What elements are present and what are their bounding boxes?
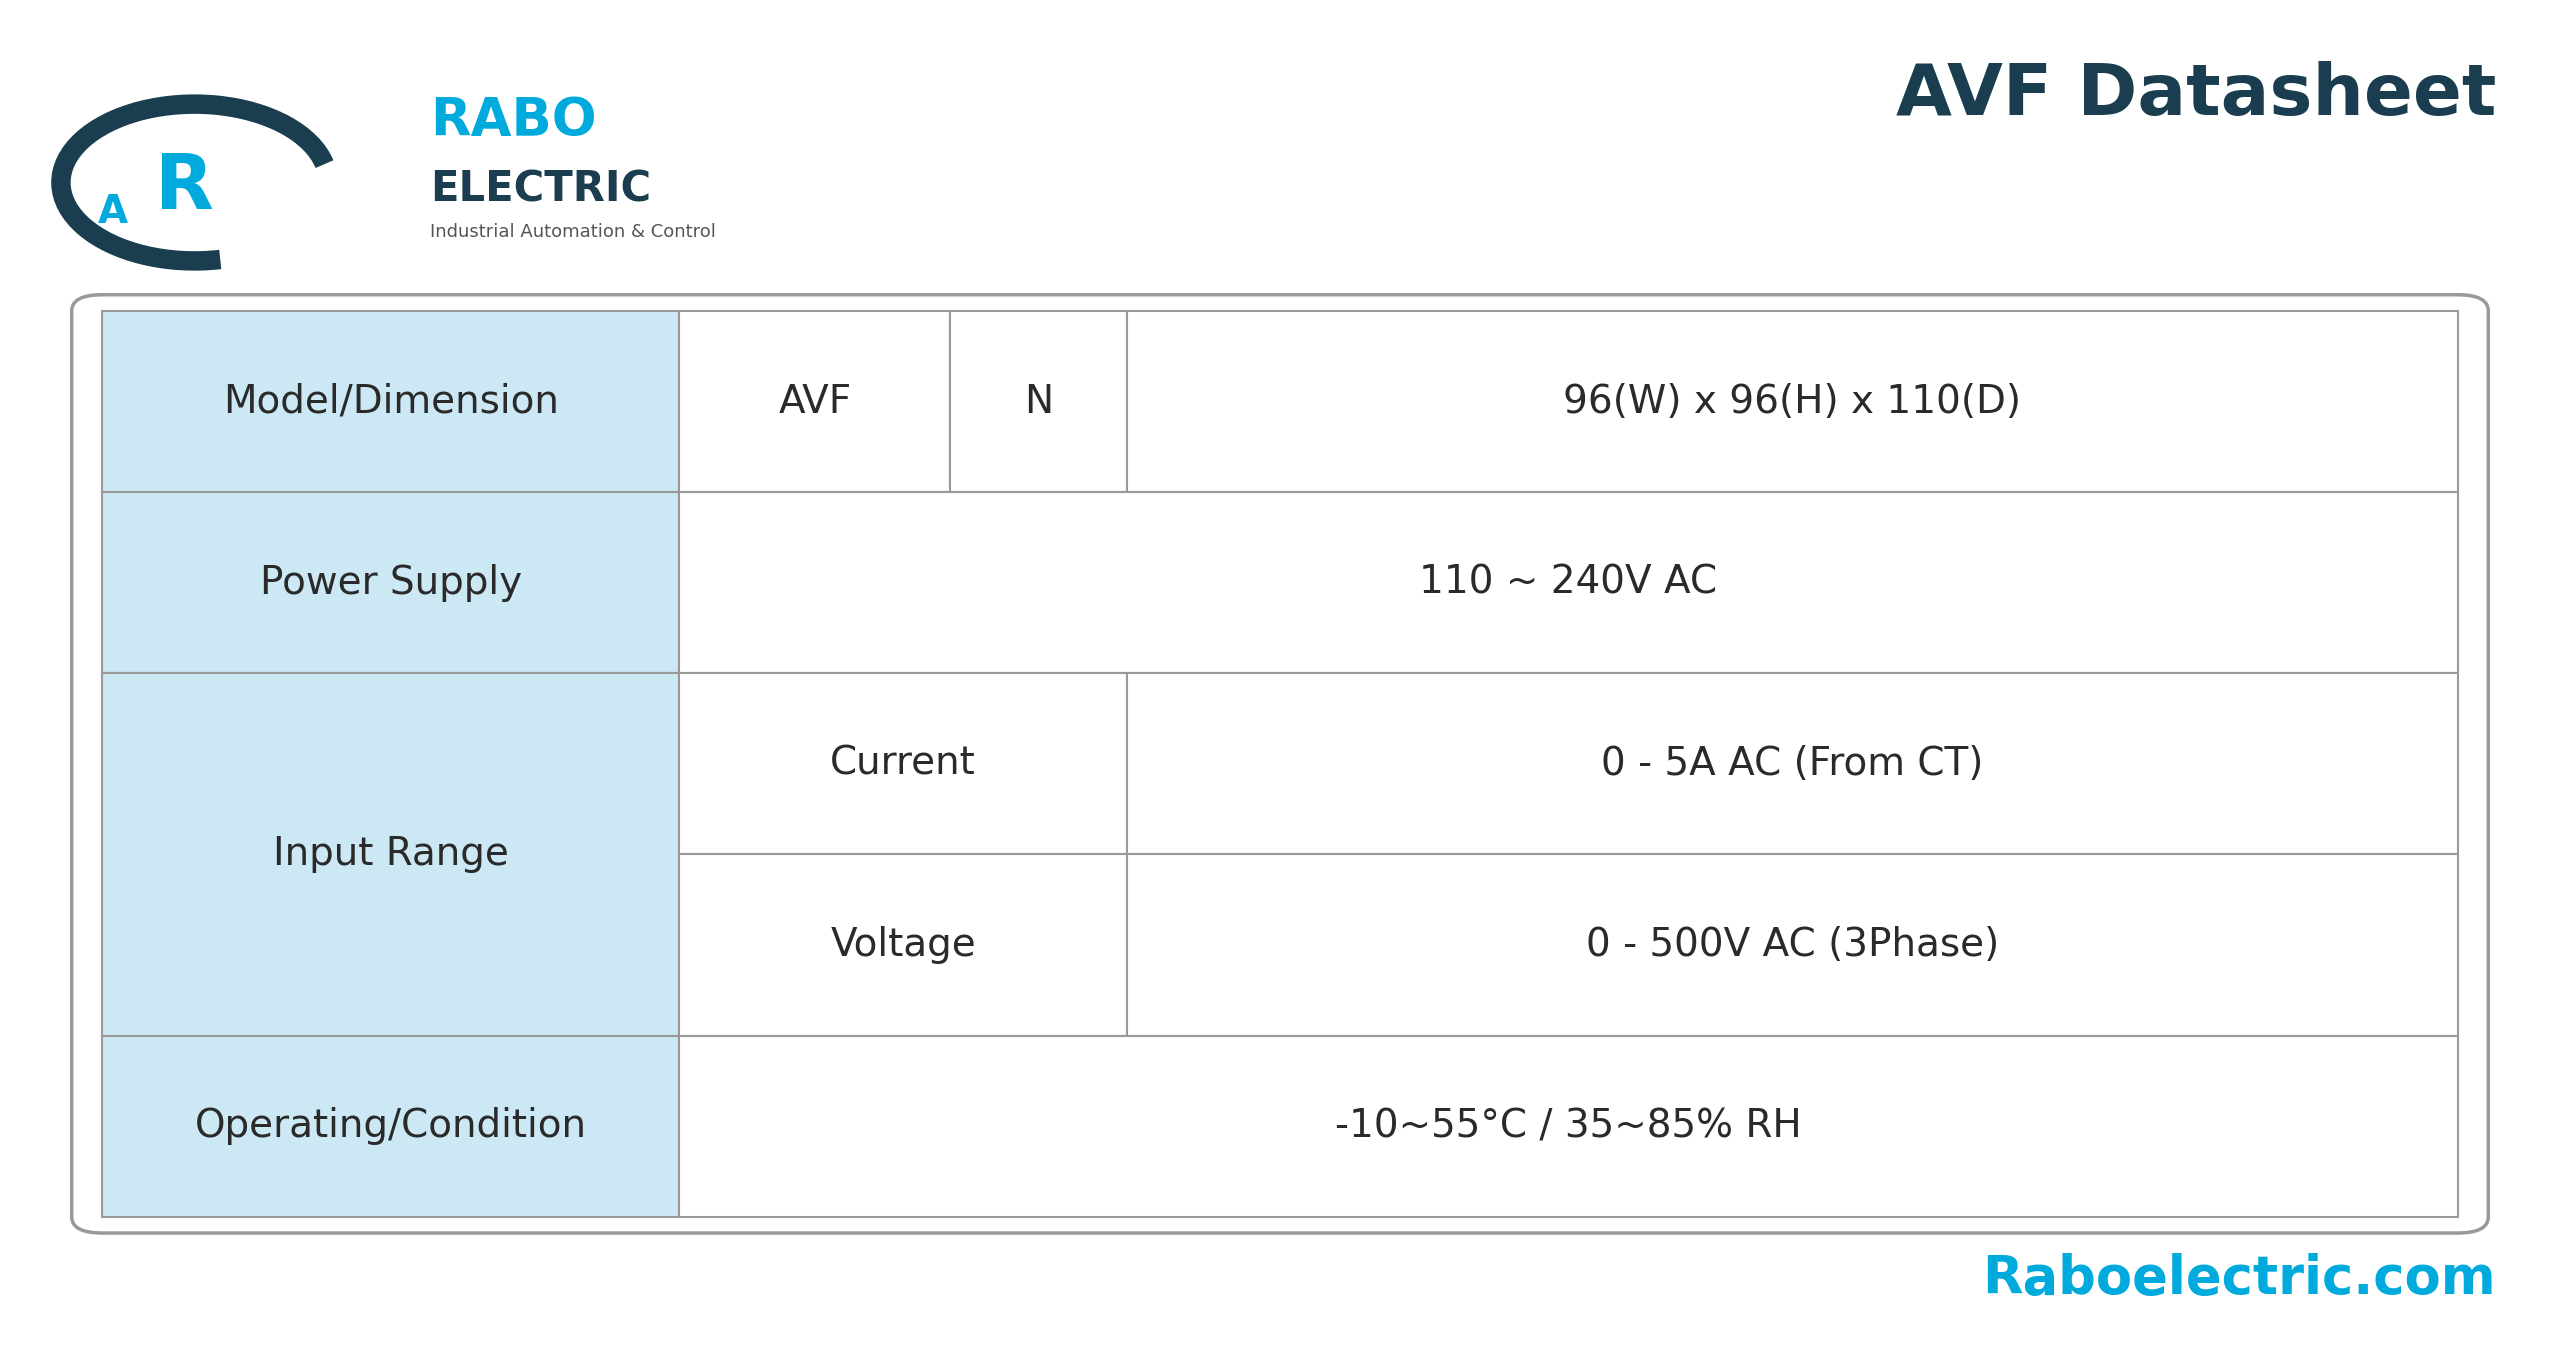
FancyBboxPatch shape [72, 295, 2488, 1233]
Text: ELECTRIC: ELECTRIC [430, 169, 650, 211]
FancyBboxPatch shape [1126, 311, 2458, 492]
FancyBboxPatch shape [102, 1036, 678, 1217]
Text: 0 - 5A AC (From CT): 0 - 5A AC (From CT) [1600, 745, 1984, 783]
Text: N: N [1024, 383, 1052, 420]
Text: 0 - 500V AC (3Phase): 0 - 500V AC (3Phase) [1585, 926, 1999, 964]
FancyBboxPatch shape [950, 311, 1126, 492]
Text: 96(W) x 96(H) x 110(D): 96(W) x 96(H) x 110(D) [1564, 383, 2022, 420]
Text: 110 ~ 240V AC: 110 ~ 240V AC [1418, 564, 1718, 602]
Text: -10~55°C / 35~85% RH: -10~55°C / 35~85% RH [1336, 1107, 1802, 1145]
FancyBboxPatch shape [678, 1036, 2458, 1217]
FancyBboxPatch shape [102, 311, 678, 492]
Text: Operating/Condition: Operating/Condition [195, 1107, 586, 1145]
Text: A: A [97, 193, 128, 231]
Text: R: R [156, 151, 212, 224]
FancyBboxPatch shape [102, 673, 678, 1036]
FancyBboxPatch shape [1126, 854, 2458, 1036]
Text: Voltage: Voltage [829, 926, 975, 964]
Text: Model/Dimension: Model/Dimension [223, 383, 558, 420]
FancyBboxPatch shape [678, 311, 950, 492]
FancyBboxPatch shape [678, 673, 1126, 854]
Text: AVF Datasheet: AVF Datasheet [1894, 61, 2496, 130]
Text: Power Supply: Power Supply [261, 564, 522, 602]
Text: RABO: RABO [430, 95, 596, 146]
FancyBboxPatch shape [1126, 673, 2458, 854]
FancyBboxPatch shape [678, 492, 2458, 673]
Text: AVF: AVF [778, 383, 852, 420]
FancyBboxPatch shape [678, 854, 1126, 1036]
Text: Industrial Automation & Control: Industrial Automation & Control [430, 223, 717, 241]
FancyBboxPatch shape [102, 492, 678, 673]
Text: Current: Current [829, 745, 975, 783]
Text: Input Range: Input Range [274, 836, 509, 873]
Text: Raboelectric.com: Raboelectric.com [1981, 1253, 2496, 1305]
